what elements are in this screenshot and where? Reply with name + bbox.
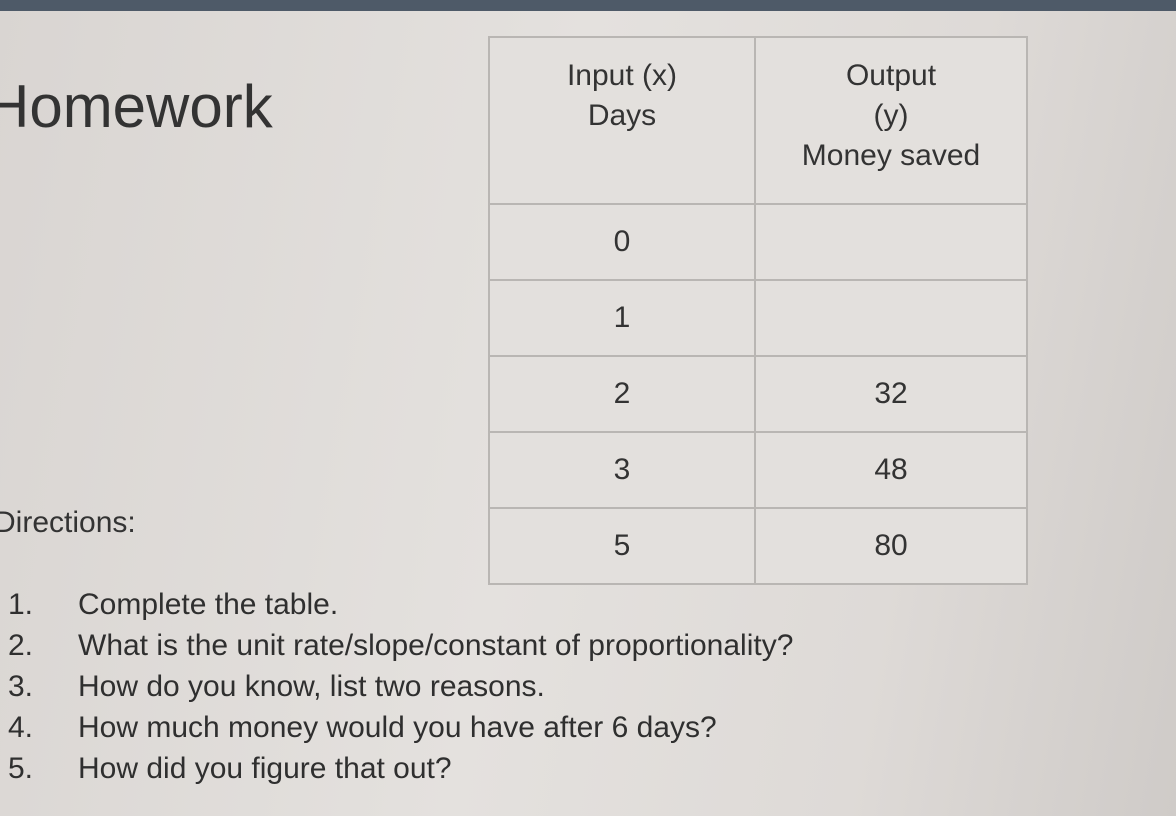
item-number: 3. [8, 670, 34, 703]
cell-y [754, 279, 1028, 357]
list-item: 3. How do you know, list two reasons. [0, 670, 793, 711]
table-row: 5 80 [488, 507, 1028, 585]
table-header-row: Input (x) Days Output (y) Money saved [488, 36, 1028, 205]
table-row: 3 48 [488, 431, 1028, 509]
item-number: 4. [8, 711, 34, 744]
item-text: Complete the table. [78, 588, 339, 621]
question-list: 1. Complete the table. 2. What is the unit… [0, 588, 793, 793]
cell-x: 0 [488, 203, 756, 281]
table-row: 0 [488, 203, 1028, 281]
table-row: 1 [488, 279, 1028, 357]
cell-y: 32 [754, 355, 1028, 433]
cell-x: 1 [488, 279, 756, 357]
header-line: Money saved [801, 139, 981, 172]
item-text: How did you figure that out? [78, 752, 452, 785]
page-title: Homework [0, 73, 273, 140]
header-line: Input (x) [566, 59, 678, 92]
item-text: How do you know, list two reasons. [78, 670, 545, 703]
item-number: 2. [8, 629, 34, 662]
item-text: How much money would you have after 6 da… [78, 711, 717, 744]
cell-y: 80 [754, 507, 1028, 585]
header-input: Input (x) Days [488, 36, 756, 205]
header-line: Output [845, 59, 937, 92]
list-item: 1. Complete the table. [0, 588, 793, 629]
directions-label: Directions: [0, 506, 136, 539]
item-number: 1. [8, 588, 34, 621]
list-item: 5. How did you figure that out? [0, 752, 793, 793]
cell-x: 5 [488, 507, 756, 585]
cell-y [754, 203, 1028, 281]
header-output: Output (y) Money saved [754, 36, 1028, 205]
cell-y: 48 [754, 431, 1028, 509]
cell-x: 2 [488, 355, 756, 433]
list-item: 4. How much money would you have after 6 … [0, 711, 793, 752]
list-item: 2. What is the unit rate/slope/constant o… [0, 629, 793, 670]
header-line: Days [587, 99, 657, 132]
table-row: 2 32 [488, 355, 1028, 433]
item-number: 5. [8, 752, 34, 785]
item-text: What is the unit rate/slope/constant of … [78, 629, 794, 662]
input-output-table: Input (x) Days Output (y) Money saved 0 … [488, 36, 1028, 585]
screen-bezel [0, 0, 1176, 11]
header-line: (y) [873, 99, 909, 132]
cell-x: 3 [488, 431, 756, 509]
